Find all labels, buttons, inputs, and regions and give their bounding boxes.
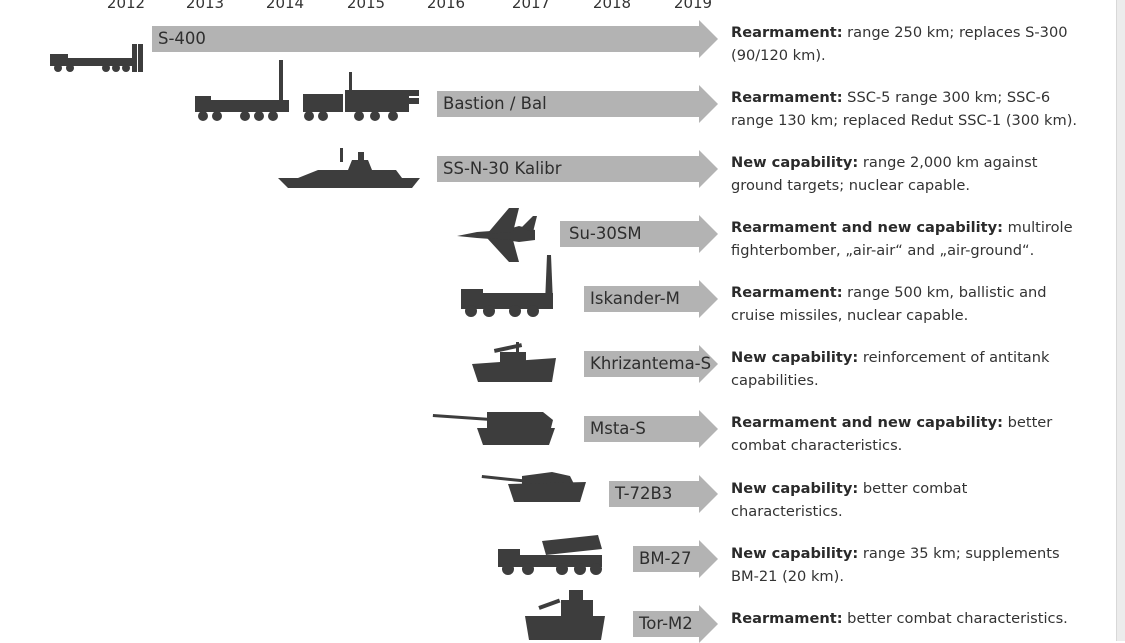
system-label: T-72B3 bbox=[615, 484, 673, 503]
system-description: Rearmament and new capability: better co… bbox=[731, 411, 1081, 457]
timeline-arrow bbox=[584, 286, 701, 312]
description-bold: Rearmament: bbox=[731, 610, 843, 627]
system-label: Su-30SM bbox=[569, 224, 642, 243]
description-text: SSC-5 range 300 km; SSC-6 range 130 km; … bbox=[731, 89, 1078, 129]
antitank-vehicle-icon bbox=[472, 342, 556, 382]
system-label: S-400 bbox=[158, 29, 206, 48]
year-label: 2018 bbox=[592, 0, 632, 12]
fighter-jet-icon bbox=[457, 208, 537, 262]
scrollbar-track[interactable] bbox=[1116, 0, 1125, 641]
system-description: Rearmament and new capability: multirole… bbox=[731, 216, 1081, 262]
timeline-arrow bbox=[609, 481, 701, 507]
system-description: Rearmament: SSC-5 range 300 km; SSC-6 ra… bbox=[731, 86, 1081, 132]
timeline-arrow bbox=[584, 351, 701, 377]
arrow-head bbox=[699, 475, 718, 513]
ballistic-launcher-icon bbox=[461, 255, 553, 317]
system-label: BM-27 bbox=[639, 549, 692, 568]
system-label: Iskander-M bbox=[590, 289, 680, 308]
description-bold: New capability: bbox=[731, 349, 859, 366]
timeline-arrow bbox=[633, 546, 701, 572]
system-description: Rearmament: range 500 km, ballistic and … bbox=[731, 281, 1081, 327]
timeline-arrow bbox=[437, 91, 701, 117]
year-label: 2012 bbox=[106, 0, 146, 12]
description-text: multirole fighterbomber, „air-air“ and „… bbox=[731, 219, 1073, 259]
description-bold: New capability: bbox=[731, 154, 859, 171]
warship-icon bbox=[278, 148, 420, 188]
description-text: better combat characteristics. bbox=[842, 610, 1068, 627]
description-bold: Rearmament and new capability: bbox=[731, 219, 1003, 236]
system-description: New capability: better combat characteri… bbox=[731, 477, 1081, 523]
timeline-arrow bbox=[437, 156, 701, 182]
timeline-arrow bbox=[560, 221, 701, 247]
description-text: range 2,000 km against ground targets; n… bbox=[731, 154, 1038, 194]
arrow-head bbox=[699, 345, 718, 383]
description-bold: Rearmament: bbox=[731, 284, 843, 301]
year-label: 2013 bbox=[185, 0, 225, 12]
system-description: New capability: reinforcement of antitan… bbox=[731, 346, 1081, 392]
system-label: SS-N-30 Kalibr bbox=[443, 159, 562, 178]
system-label: Khrizantema-S bbox=[590, 354, 712, 373]
description-text: range 250 km; replaces S-300 (90/120 km)… bbox=[731, 24, 1068, 64]
s400-launcher-icon bbox=[50, 44, 143, 72]
system-label: Bastion / Bal bbox=[443, 94, 547, 113]
arrow-head bbox=[699, 410, 718, 448]
system-description: Rearmament: better combat characteristic… bbox=[731, 607, 1081, 630]
description-bold: Rearmament: bbox=[731, 89, 843, 106]
tank-icon bbox=[481, 472, 586, 502]
description-bold: Rearmament: bbox=[731, 24, 843, 41]
arrow-head bbox=[699, 150, 718, 188]
self-propelled-howitzer-icon bbox=[432, 412, 555, 445]
description-text: reinforcement of antitank capabilities. bbox=[731, 349, 1050, 389]
system-label: Msta-S bbox=[590, 419, 646, 438]
system-label: Tor-M2 bbox=[639, 614, 693, 633]
rocket-launcher-truck-icon bbox=[498, 535, 602, 575]
arrow-head bbox=[699, 215, 718, 253]
year-label: 2015 bbox=[346, 0, 386, 12]
arrow-head bbox=[699, 20, 718, 58]
arrow-head bbox=[699, 605, 718, 643]
description-text: better combat characteristics. bbox=[731, 480, 968, 520]
arrow-head bbox=[699, 540, 718, 578]
year-label: 2019 bbox=[673, 0, 713, 12]
arrow-head bbox=[699, 280, 718, 318]
description-text: range 500 km, ballistic and cruise missi… bbox=[731, 284, 1047, 324]
year-label: 2016 bbox=[426, 0, 466, 12]
description-bold: New capability: bbox=[731, 480, 859, 497]
description-bold: Rearmament and new capability: bbox=[731, 414, 1003, 431]
description-text: better combat characteristics. bbox=[731, 414, 1053, 454]
year-label: 2014 bbox=[265, 0, 305, 12]
timeline-arrow bbox=[584, 416, 701, 442]
timeline-arrow bbox=[152, 26, 701, 52]
coastal-missile-trucks-icon bbox=[195, 60, 419, 121]
system-description: New capability: range 35 km; supplements… bbox=[731, 542, 1081, 588]
description-text: range 35 km; supplements BM-21 (20 km). bbox=[731, 545, 1060, 585]
system-description: Rearmament: range 250 km; replaces S-300… bbox=[731, 21, 1081, 67]
arrow-head bbox=[699, 85, 718, 123]
year-label: 2017 bbox=[511, 0, 551, 12]
air-defense-vehicle-icon bbox=[525, 590, 605, 640]
system-description: New capability: range 2,000 km against g… bbox=[731, 151, 1081, 197]
description-bold: New capability: bbox=[731, 545, 859, 562]
timeline-arrow bbox=[633, 611, 701, 637]
